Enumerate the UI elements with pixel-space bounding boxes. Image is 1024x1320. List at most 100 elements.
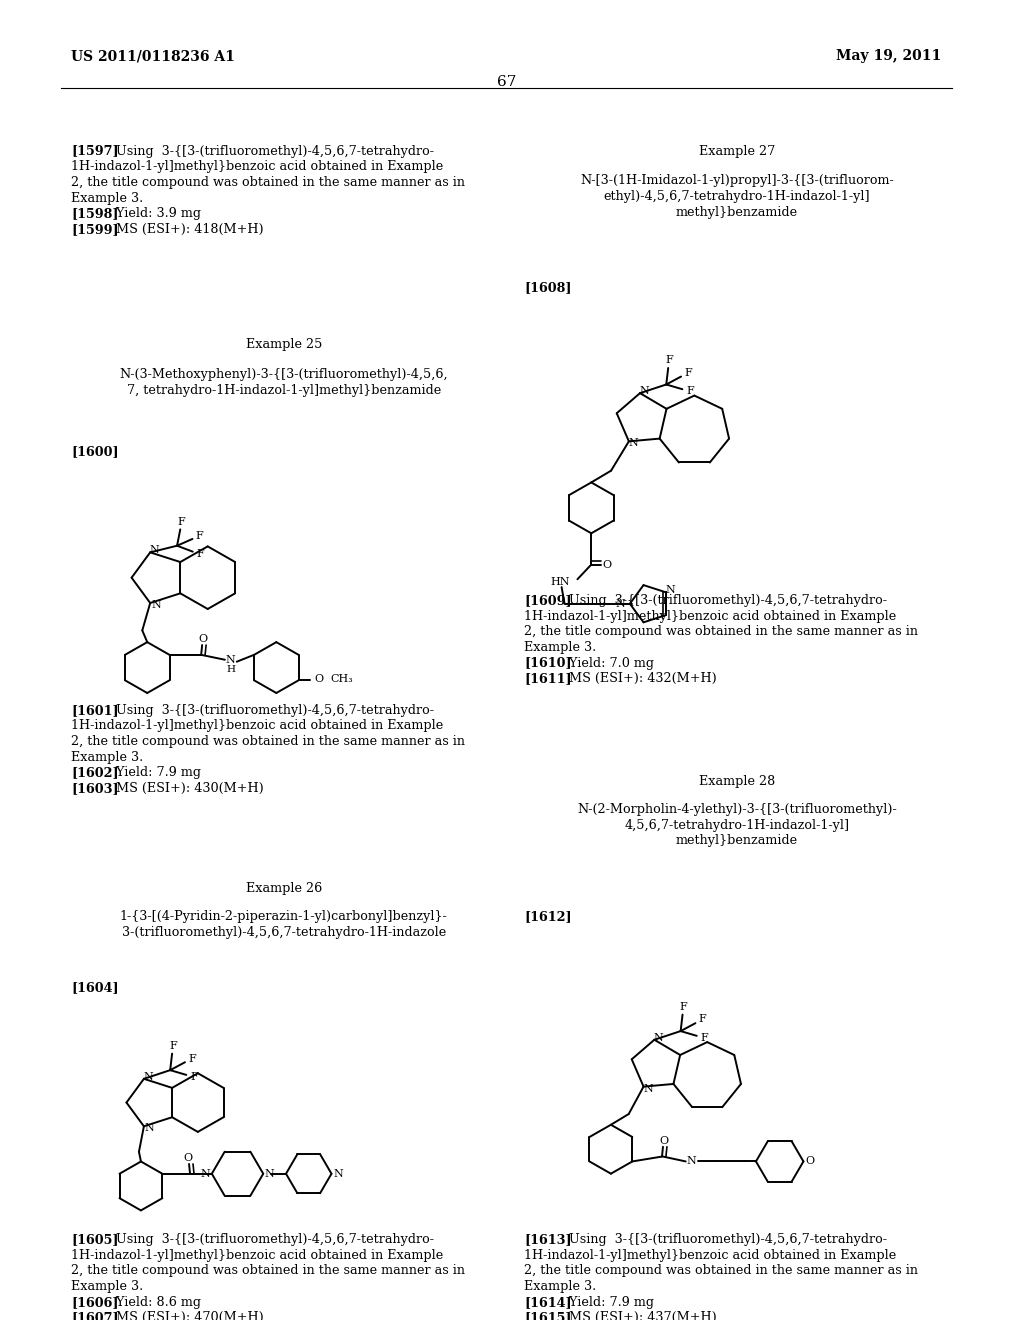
Text: May 19, 2011: May 19, 2011 <box>837 49 942 63</box>
Text: N-(2-Morpholin-4-ylethyl)-3-{[3-(trifluoromethyl)-: N-(2-Morpholin-4-ylethyl)-3-{[3-(trifluo… <box>577 803 897 816</box>
Text: Example 28: Example 28 <box>698 775 775 788</box>
Text: Example 26: Example 26 <box>246 882 322 895</box>
Text: N: N <box>615 599 625 609</box>
Text: N-[3-(1H-Imidazol-1-yl)propyl]-3-{[3-(trifluorom-: N-[3-(1H-Imidazol-1-yl)propyl]-3-{[3-(tr… <box>580 174 894 187</box>
Text: O: O <box>602 560 611 570</box>
Text: 1H-indazol-1-yl]methyl}benzoic acid obtained in Example: 1H-indazol-1-yl]methyl}benzoic acid obta… <box>72 160 443 173</box>
Text: [1599]: [1599] <box>72 223 119 236</box>
Text: N: N <box>226 655 236 665</box>
Text: F: F <box>684 368 692 378</box>
Text: Example 3.: Example 3. <box>524 1280 596 1294</box>
Text: F: F <box>169 1041 177 1051</box>
Text: N: N <box>143 1072 153 1082</box>
Text: [1613]: [1613] <box>524 1233 571 1246</box>
Text: Using  3-{[3-(trifluoromethyl)-4,5,6,7-tetrahydro-: Using 3-{[3-(trifluoromethyl)-4,5,6,7-te… <box>557 1233 887 1246</box>
Text: [1603]: [1603] <box>72 781 119 795</box>
Text: F: F <box>686 387 694 396</box>
Text: [1605]: [1605] <box>72 1233 119 1246</box>
Text: [1597]: [1597] <box>72 145 119 157</box>
Text: 7, tetrahydro-1H-indazol-1-yl]methyl}benzamide: 7, tetrahydro-1H-indazol-1-yl]methyl}ben… <box>127 384 441 396</box>
Text: N: N <box>334 1168 343 1179</box>
Text: F: F <box>698 1015 707 1024</box>
Text: [1607]: [1607] <box>72 1311 119 1320</box>
Text: 1H-indazol-1-yl]methyl}benzoic acid obtained in Example: 1H-indazol-1-yl]methyl}benzoic acid obta… <box>524 610 896 623</box>
Text: 2, the title compound was obtained in the same manner as in: 2, the title compound was obtained in th… <box>72 1265 465 1278</box>
Text: N: N <box>629 438 639 449</box>
Text: Yield: 3.9 mg: Yield: 3.9 mg <box>103 207 201 220</box>
Text: [1604]: [1604] <box>72 981 119 994</box>
Text: F: F <box>178 516 185 527</box>
Text: CH₃: CH₃ <box>331 675 353 684</box>
Text: N: N <box>644 1084 653 1093</box>
Text: [1610]: [1610] <box>524 656 571 669</box>
Text: [1608]: [1608] <box>524 281 571 294</box>
Text: O: O <box>659 1137 669 1146</box>
Text: Example 3.: Example 3. <box>524 642 596 653</box>
Text: [1609]: [1609] <box>524 594 571 607</box>
Text: [1598]: [1598] <box>72 207 119 220</box>
Text: Using  3-{[3-(trifluoromethyl)-4,5,6,7-tetrahydro-: Using 3-{[3-(trifluoromethyl)-4,5,6,7-te… <box>103 704 434 717</box>
Text: 4,5,6,7-tetrahydro-1H-indazol-1-yl]: 4,5,6,7-tetrahydro-1H-indazol-1-yl] <box>625 818 850 832</box>
Text: N: N <box>666 585 676 595</box>
Text: F: F <box>197 549 204 560</box>
Text: Yield: 7.9 mg: Yield: 7.9 mg <box>103 767 201 779</box>
Text: Example 25: Example 25 <box>246 338 323 351</box>
Text: N: N <box>639 387 649 396</box>
Text: Yield: 8.6 mg: Yield: 8.6 mg <box>103 1296 201 1308</box>
Text: methyl}benzamide: methyl}benzamide <box>676 206 798 219</box>
Text: [1601]: [1601] <box>72 704 119 717</box>
Text: [1615]: [1615] <box>524 1311 571 1320</box>
Text: Example 3.: Example 3. <box>72 751 143 764</box>
Text: N: N <box>687 1156 696 1167</box>
Text: [1606]: [1606] <box>72 1296 119 1308</box>
Text: F: F <box>700 1034 709 1043</box>
Text: ethyl)-4,5,6,7-tetrahydro-1H-indazol-1-yl]: ethyl)-4,5,6,7-tetrahydro-1H-indazol-1-y… <box>603 190 870 203</box>
Text: F: F <box>190 1072 198 1082</box>
Text: Using  3-{[3-(trifluoromethyl)-4,5,6,7-tetrahydro-: Using 3-{[3-(trifluoromethyl)-4,5,6,7-te… <box>103 145 434 157</box>
Text: [1602]: [1602] <box>72 767 119 779</box>
Text: 1-{3-[(4-Pyridin-2-piperazin-1-yl)carbonyl]benzyl}-: 1-{3-[(4-Pyridin-2-piperazin-1-yl)carbon… <box>120 911 447 923</box>
Text: N: N <box>150 545 159 556</box>
Text: [1614]: [1614] <box>524 1296 571 1308</box>
Text: N: N <box>144 1123 154 1134</box>
Text: O: O <box>199 634 208 644</box>
Text: O: O <box>806 1156 815 1167</box>
Text: MS (ESI+): 430(M+H): MS (ESI+): 430(M+H) <box>103 781 263 795</box>
Text: H: H <box>226 665 236 675</box>
Text: F: F <box>188 1053 196 1064</box>
Text: F: F <box>666 355 673 366</box>
Text: 2, the title compound was obtained in the same manner as in: 2, the title compound was obtained in th… <box>524 1265 919 1278</box>
Text: O: O <box>314 675 324 684</box>
Text: Using  3-{[3-(trifluoromethyl)-4,5,6,7-tetrahydro-: Using 3-{[3-(trifluoromethyl)-4,5,6,7-te… <box>103 1233 434 1246</box>
Text: 3-(trifluoromethyl)-4,5,6,7-tetrahydro-1H-indazole: 3-(trifluoromethyl)-4,5,6,7-tetrahydro-1… <box>122 925 446 939</box>
Text: 1H-indazol-1-yl]methyl}benzoic acid obtained in Example: 1H-indazol-1-yl]methyl}benzoic acid obta… <box>72 719 443 733</box>
Text: O: O <box>183 1154 193 1163</box>
Text: 2, the title compound was obtained in the same manner as in: 2, the title compound was obtained in th… <box>72 735 465 748</box>
Text: N: N <box>264 1168 274 1179</box>
Text: Example 27: Example 27 <box>698 145 775 157</box>
Text: 67: 67 <box>497 75 516 88</box>
Text: MS (ESI+): 470(M+H): MS (ESI+): 470(M+H) <box>103 1311 263 1320</box>
Text: US 2011/0118236 A1: US 2011/0118236 A1 <box>72 49 236 63</box>
Text: Example 3.: Example 3. <box>72 191 143 205</box>
Text: Example 3.: Example 3. <box>72 1280 143 1294</box>
Text: [1611]: [1611] <box>524 672 571 685</box>
Text: 1H-indazol-1-yl]methyl}benzoic acid obtained in Example: 1H-indazol-1-yl]methyl}benzoic acid obta… <box>72 1249 443 1262</box>
Text: MS (ESI+): 418(M+H): MS (ESI+): 418(M+H) <box>103 223 263 236</box>
Text: 1H-indazol-1-yl]methyl}benzoic acid obtained in Example: 1H-indazol-1-yl]methyl}benzoic acid obta… <box>524 1249 896 1262</box>
Text: N: N <box>152 601 161 610</box>
Text: methyl}benzamide: methyl}benzamide <box>676 834 798 847</box>
Text: MS (ESI+): 437(M+H): MS (ESI+): 437(M+H) <box>557 1311 717 1320</box>
Text: 2, the title compound was obtained in the same manner as in: 2, the title compound was obtained in th… <box>524 626 919 639</box>
Text: Yield: 7.9 mg: Yield: 7.9 mg <box>557 1296 654 1308</box>
Text: F: F <box>196 531 204 541</box>
Text: [1612]: [1612] <box>524 911 571 923</box>
Text: N-(3-Methoxyphenyl)-3-{[3-(trifluoromethyl)-4,5,6,: N-(3-Methoxyphenyl)-3-{[3-(trifluorometh… <box>120 368 449 381</box>
Text: 2, the title compound was obtained in the same manner as in: 2, the title compound was obtained in th… <box>72 176 465 189</box>
Text: [1600]: [1600] <box>72 445 119 458</box>
Text: F: F <box>680 1002 687 1012</box>
Text: HN: HN <box>550 577 569 587</box>
Text: N: N <box>200 1168 210 1179</box>
Text: MS (ESI+): 432(M+H): MS (ESI+): 432(M+H) <box>557 672 717 685</box>
Text: N: N <box>653 1032 664 1043</box>
